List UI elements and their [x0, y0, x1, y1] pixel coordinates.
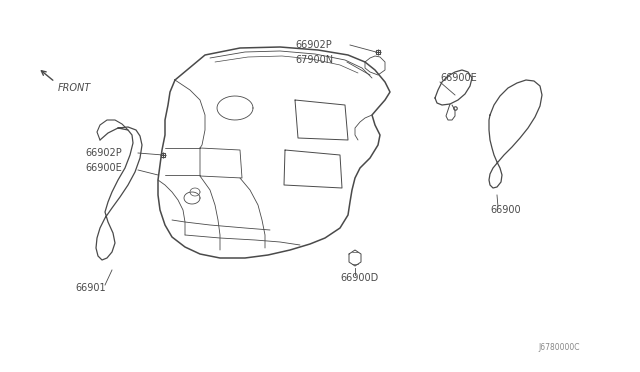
Text: 66902P: 66902P	[295, 40, 332, 50]
Text: 66900D: 66900D	[340, 273, 378, 283]
Text: 66900: 66900	[490, 205, 520, 215]
Text: 66902P: 66902P	[85, 148, 122, 158]
Text: J6780000C: J6780000C	[538, 343, 580, 352]
Text: 66900E: 66900E	[85, 163, 122, 173]
Text: 67900N: 67900N	[295, 55, 333, 65]
Text: 66900E: 66900E	[440, 73, 477, 83]
Text: 66901: 66901	[75, 283, 106, 293]
Text: FRONT: FRONT	[58, 83, 92, 93]
